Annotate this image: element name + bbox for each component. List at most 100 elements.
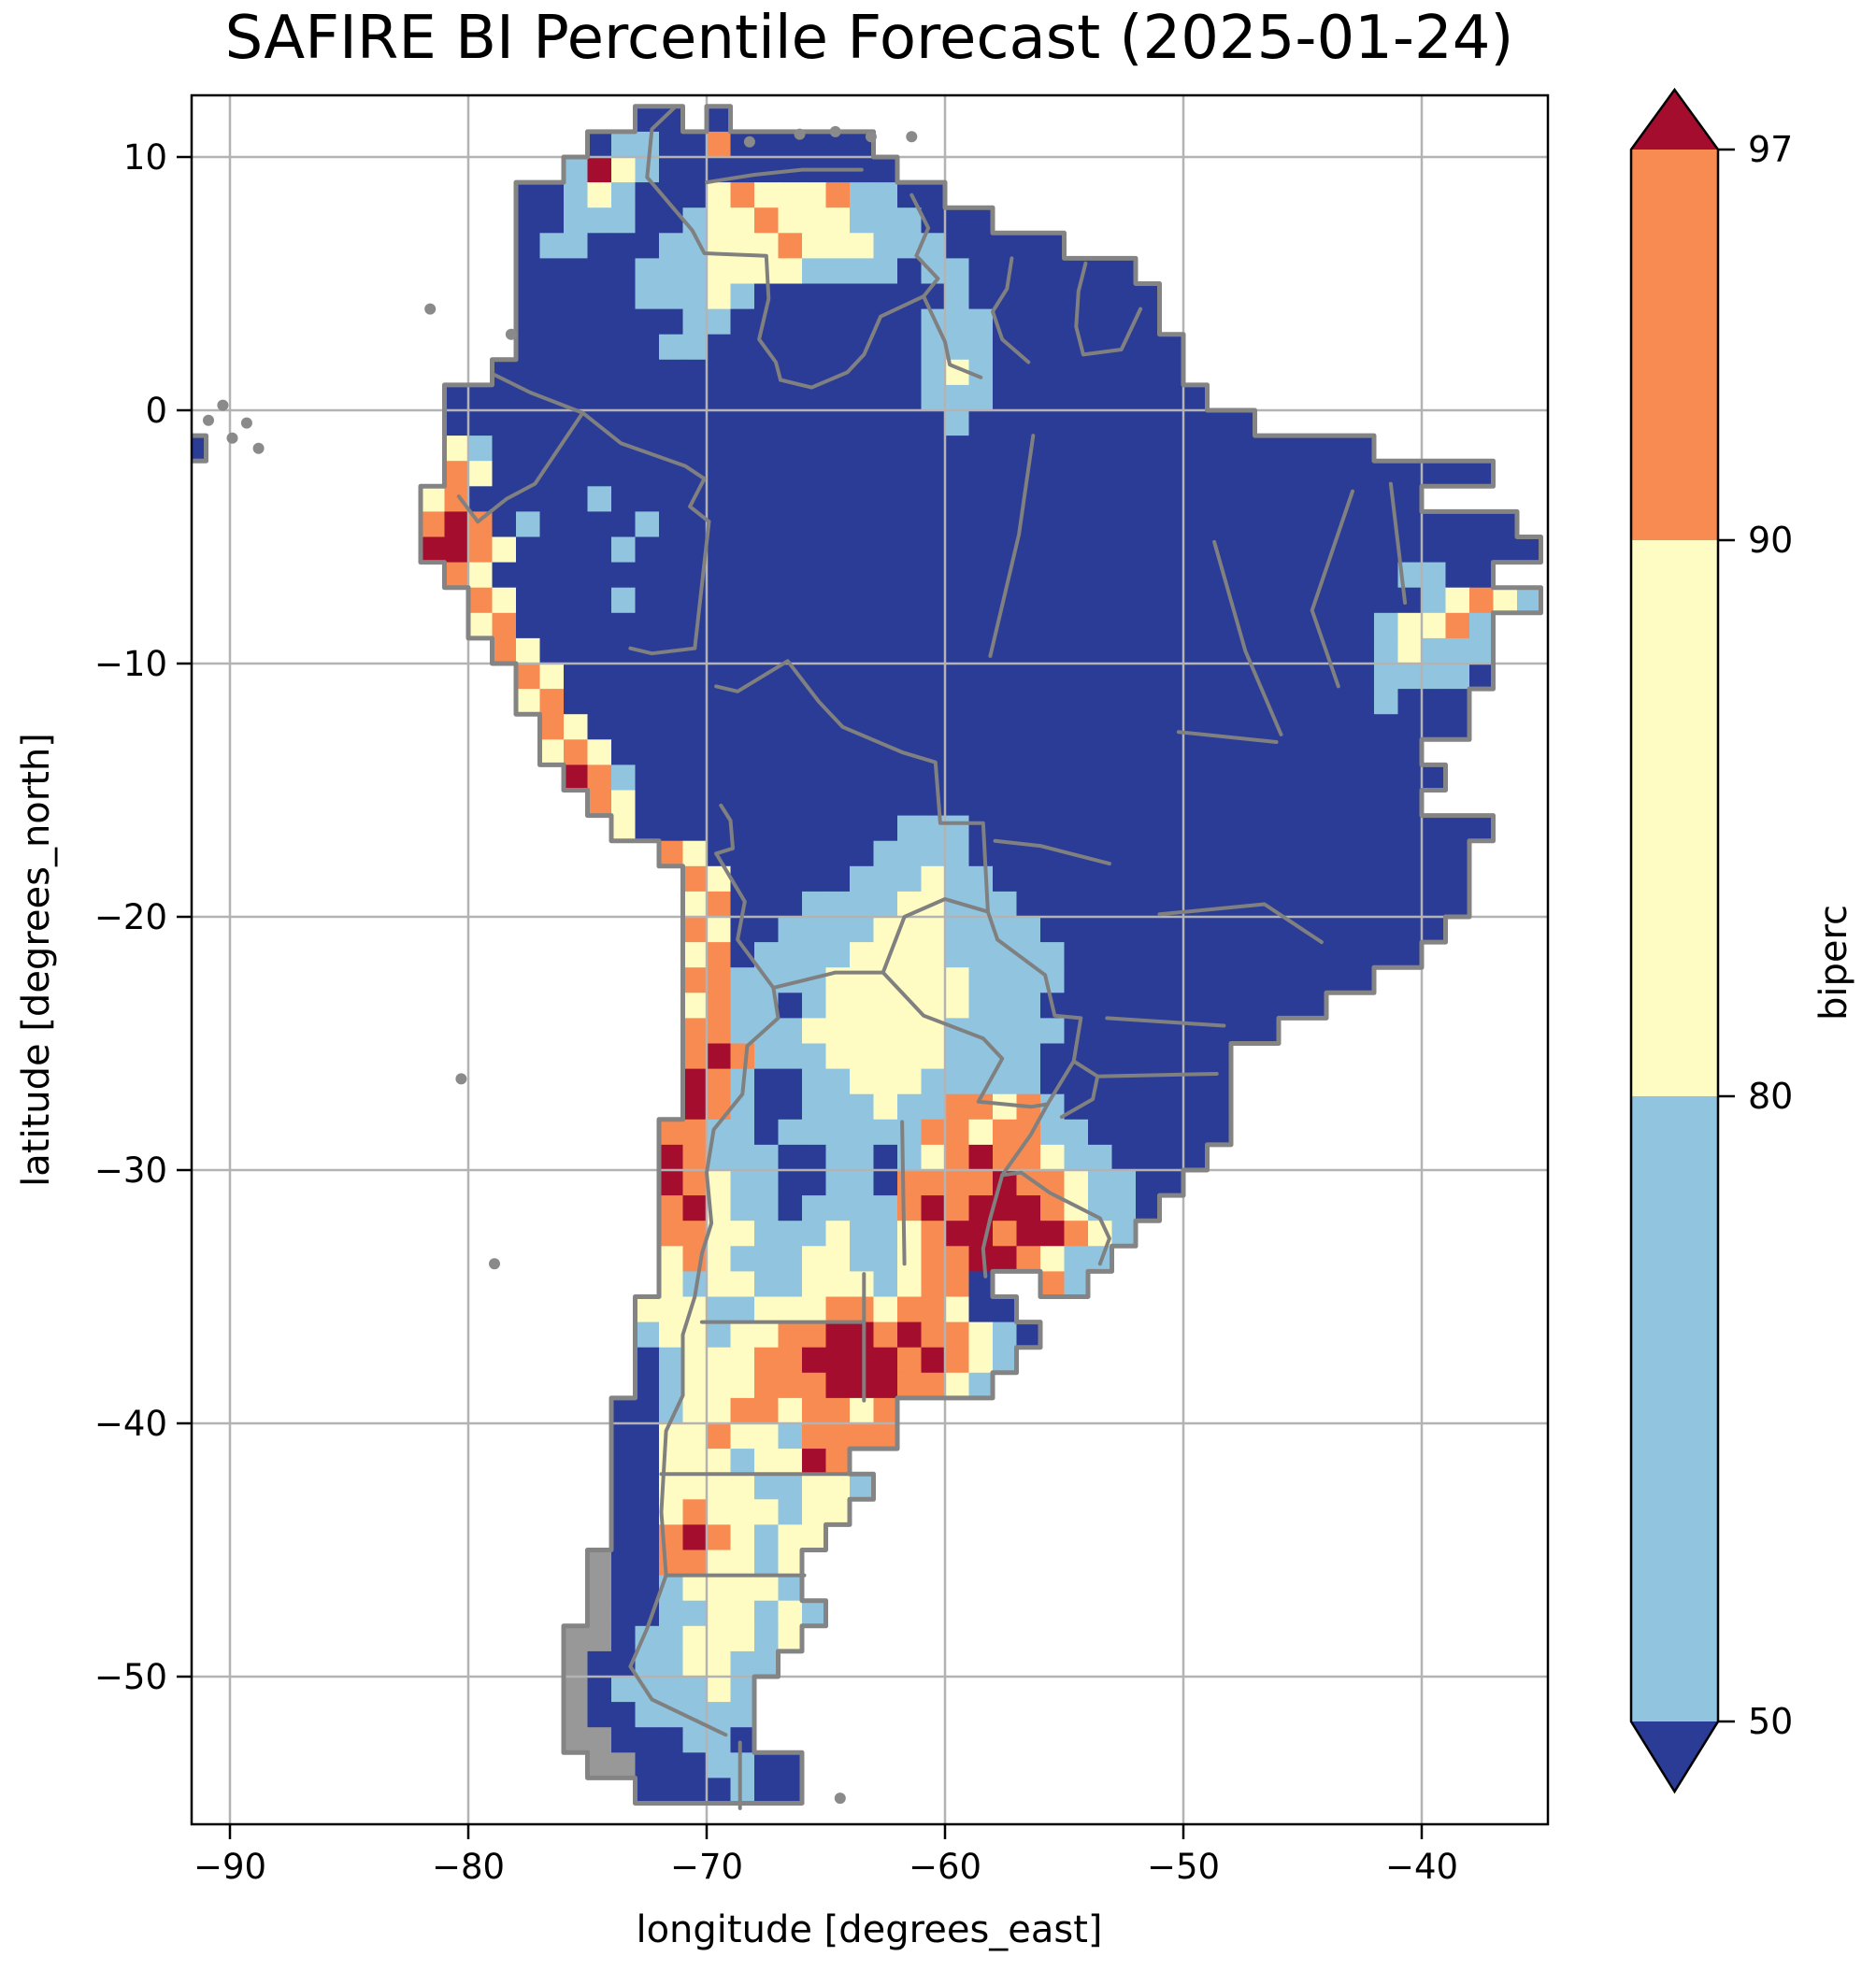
admin-border [995,937,1083,1107]
raster-cell [564,1625,589,1652]
raster-cell [730,1372,755,1399]
raster-cell [825,1246,851,1272]
raster-cell [468,562,494,589]
raster-cell [707,207,732,234]
raster-cell [897,612,923,639]
raster-cell [564,157,589,183]
raster-cell [897,714,923,740]
raster-cell [921,1043,946,1070]
raster-cell [1088,486,1113,512]
raster-cell [1064,714,1089,740]
raster-cell [730,1727,755,1753]
raster-cell [802,1474,827,1500]
raster-cell [659,1423,684,1450]
raster-cell [1374,587,1399,614]
raster-cell [945,790,970,817]
raster-cell [1231,942,1256,968]
raster-cell [1183,536,1209,564]
raster-cell [707,587,732,614]
raster-cell [802,436,827,462]
raster-cell [659,1727,684,1753]
raster-cell [873,637,898,664]
raster-cell [1136,486,1161,512]
raster-cell [1350,790,1375,817]
raster-cell [1136,562,1161,589]
raster-cell [802,536,827,564]
raster-cell [1302,840,1327,867]
raster-cell [921,1321,946,1349]
raster-cell [1254,764,1280,792]
raster-cell [659,486,684,512]
raster-cell [1064,612,1089,639]
raster-cell [682,917,708,943]
raster-cell [968,764,994,792]
raster-cell [825,1423,851,1450]
y-tick-label: −50 [94,1657,167,1697]
raster-cell [635,612,660,639]
admin-border [1000,1170,1111,1266]
raster-cell [1183,815,1209,842]
raster-cell [1159,486,1184,512]
raster-cell [682,714,708,740]
raster-cell [1136,967,1161,993]
raster-cell [993,1018,1018,1045]
raster-cell [564,664,589,690]
raster-cell [1350,815,1375,842]
raster-cell [635,233,660,259]
raster-cell [945,436,970,462]
raster-cell [1302,664,1327,690]
raster-cell [850,942,875,968]
raster-cell [635,587,660,614]
raster-cell [516,207,541,234]
raster-cell [1397,739,1423,765]
raster-cell [945,1144,970,1171]
raster-cell [682,1119,708,1146]
raster-cell [968,410,994,436]
raster-cell [1183,637,1209,664]
raster-cell [730,1221,755,1247]
raster-cell [968,637,994,664]
admin-border [991,256,1031,364]
raster-cell [539,207,565,234]
raster-cell [682,815,708,842]
raster-cell [707,1321,732,1349]
raster-cell [1302,739,1327,765]
raster-cell [707,106,732,133]
raster-cell [539,664,565,690]
raster-cell [564,1650,589,1678]
raster-cell [825,233,851,259]
raster-cell [564,308,589,336]
raster-cell [444,436,469,462]
raster-cell [1422,891,1447,918]
raster-cell [754,1625,780,1652]
raster-cell [1159,714,1184,740]
raster-cell [778,1474,803,1500]
raster-cell [1231,714,1256,740]
island-dot [505,328,517,340]
raster-cell [587,182,612,208]
raster-cell [611,1550,637,1577]
raster-cell [659,359,684,386]
raster-cell [825,689,851,715]
raster-cell [730,1575,755,1602]
admin-border [714,803,735,856]
raster-cell [1016,967,1041,993]
raster-cell [1207,840,1232,867]
raster-cell [730,1271,755,1298]
raster-cell [1040,258,1066,285]
raster-cell [1064,942,1089,968]
raster-cell [802,840,827,867]
raster-cell [1231,739,1256,765]
raster-cell [754,384,780,411]
raster-cell [873,511,898,538]
raster-cell [1183,1144,1209,1171]
raster-cell [707,1752,732,1778]
raster-cell [825,891,851,918]
raster-cell [802,207,827,234]
raster-cell [1064,764,1089,792]
raster-cell [1064,1170,1089,1196]
raster-cell [897,1170,923,1196]
raster-cell [1040,1144,1066,1171]
raster-cell [1088,865,1113,893]
raster-cell [516,612,541,639]
